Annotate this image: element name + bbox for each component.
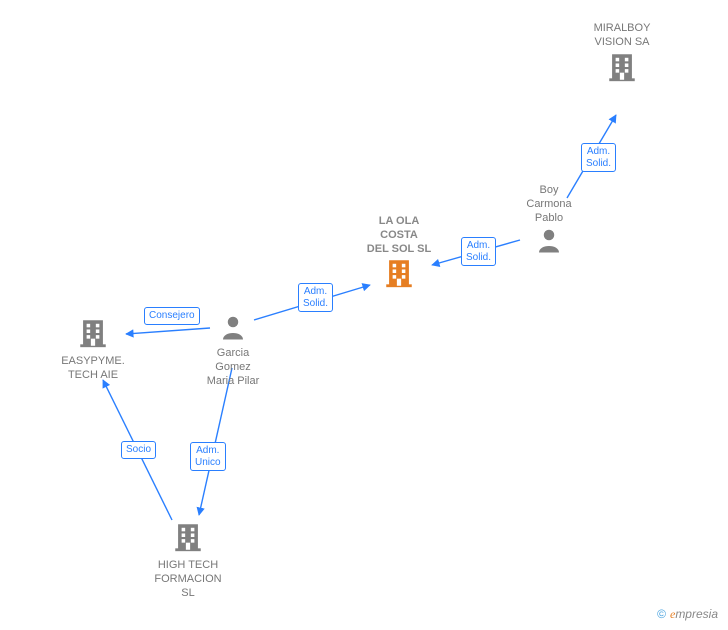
node-garcia[interactable]: Garcia Gomez Maria Pilar [188, 312, 278, 388]
edge-label: Adm. Solid. [298, 283, 333, 312]
node-laola[interactable]: LA OLA COSTA DEL SOL SL [354, 215, 444, 295]
copyright-symbol: © [657, 607, 666, 621]
building-icon [76, 337, 110, 354]
node-label: LA OLA COSTA DEL SOL SL [354, 215, 444, 256]
building-icon [382, 277, 416, 294]
edge-label: Socio [121, 441, 156, 459]
watermark-text: mpresia [675, 607, 718, 621]
person-icon [218, 329, 248, 346]
node-easypyme[interactable]: EASYPYME. TECH AIE [48, 316, 138, 383]
node-label: Garcia Gomez Maria Pilar [188, 347, 278, 388]
node-label: Boy Carmona Pablo [504, 184, 594, 225]
edge-label: Adm. Solid. [581, 143, 616, 172]
building-icon [171, 541, 205, 558]
edges-layer [0, 0, 728, 630]
node-hightech[interactable]: HIGH TECH FORMACION SL [143, 520, 233, 600]
person-icon [534, 242, 564, 259]
node-label: EASYPYME. TECH AIE [48, 355, 138, 383]
building-icon [605, 71, 639, 88]
edge-label: Consejero [144, 307, 200, 325]
node-label: MIRALBOY VISION SA [577, 22, 667, 50]
node-miralboy[interactable]: MIRALBOY VISION SA [577, 22, 667, 89]
edge-label: Adm. Solid. [461, 237, 496, 266]
node-label: HIGH TECH FORMACION SL [143, 559, 233, 600]
edge-label: Adm. Unico [190, 442, 226, 471]
node-boy[interactable]: Boy Carmona Pablo [504, 184, 594, 260]
watermark: ©empresia [657, 607, 718, 622]
